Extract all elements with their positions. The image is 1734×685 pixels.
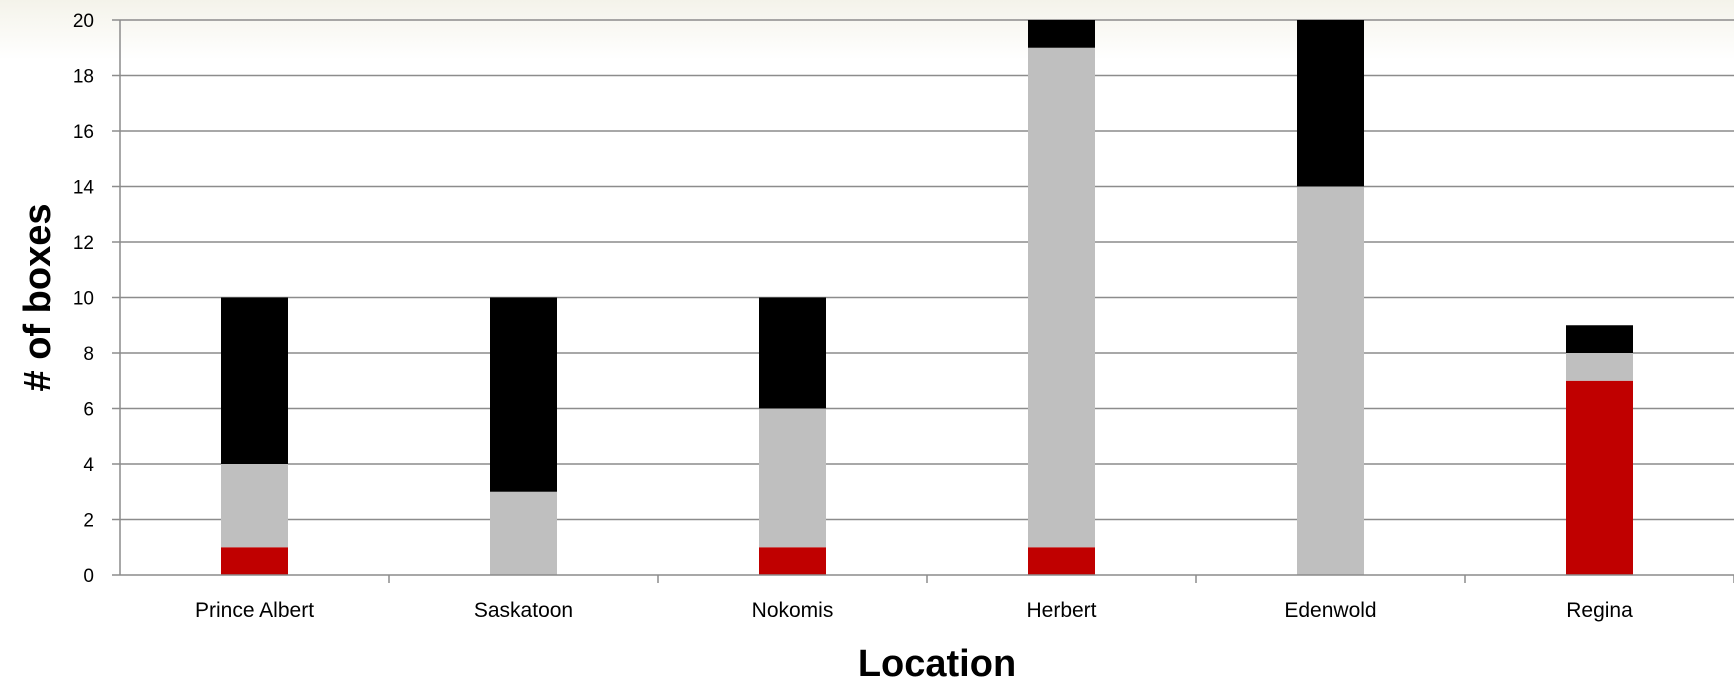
bar-segment-2 — [1297, 186, 1364, 575]
bar-segment-3 — [490, 297, 557, 492]
y-tick-labels: 0 2 4 6 8 10 12 14 16 18 20 — [73, 11, 120, 587]
x-tick-labels: Prince Albert Saskatoon Nokomis Herbert Eden… — [195, 575, 1734, 622]
bar-segment-3 — [759, 297, 826, 409]
x-axis-title: Location — [858, 643, 1016, 685]
x-tick-label: Herbert — [1026, 599, 1096, 622]
y-tick-label: 12 — [73, 233, 94, 254]
bar-segment-3 — [1028, 20, 1095, 48]
bar-segment-2 — [490, 491, 557, 575]
bar-segment-2 — [1028, 47, 1095, 548]
y-tick-label: 20 — [73, 11, 94, 32]
y-tick-label: 18 — [73, 67, 94, 88]
y-tick-label: 8 — [83, 344, 94, 365]
x-tick-label: Nokomis — [752, 599, 834, 622]
y-tick-label: 16 — [73, 122, 94, 143]
y-tick-label: 2 — [83, 511, 94, 532]
bars — [221, 20, 1633, 575]
x-tick-label: Edenwold — [1284, 599, 1376, 622]
bar-segment-2 — [759, 408, 826, 548]
bar-segment-3 — [1566, 325, 1633, 353]
bar-segment-3 — [221, 297, 288, 464]
bar-segment-2 — [1566, 353, 1633, 381]
bar-segment-1 — [1566, 380, 1633, 575]
bar-segment-1 — [221, 547, 288, 575]
y-tick-label: 14 — [73, 178, 95, 199]
y-axis-title: # of boxes — [17, 204, 59, 392]
y-tick-label: 6 — [83, 400, 94, 421]
bar-segment-1 — [1028, 547, 1095, 575]
gridlines — [120, 19, 1734, 521]
bar-segment-1 — [759, 547, 826, 575]
y-tick-label: 4 — [83, 455, 94, 476]
y-tick-label: 0 — [83, 566, 94, 587]
bar-segment-2 — [221, 464, 288, 548]
y-tick-label: 10 — [73, 289, 94, 310]
x-tick-label: Saskatoon — [474, 599, 573, 622]
bar-segment-3 — [1297, 20, 1364, 187]
x-tick-label: Prince Albert — [195, 599, 314, 622]
x-tick-label: Regina — [1566, 599, 1633, 622]
